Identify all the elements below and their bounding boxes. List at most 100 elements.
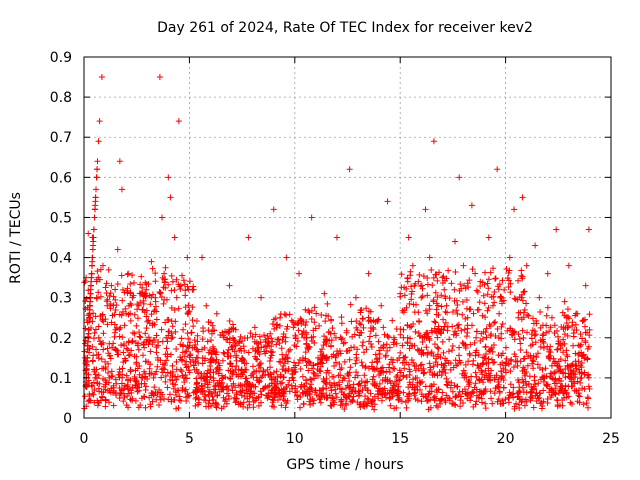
data-point (153, 316, 160, 323)
data-point (436, 369, 443, 376)
data-point (577, 379, 584, 386)
data-point (515, 309, 522, 316)
data-point (536, 294, 543, 301)
data-point (364, 378, 371, 385)
data-point (352, 294, 359, 301)
data-point (145, 359, 152, 366)
data-point (209, 343, 216, 350)
chart-title: Day 261 of 2024, Rate Of TEC Index for r… (157, 20, 533, 36)
data-point (184, 393, 191, 400)
data-point (338, 396, 345, 403)
data-point (203, 302, 210, 309)
data-point (523, 369, 530, 376)
data-point (565, 262, 572, 269)
data-point (510, 384, 517, 391)
data-point (308, 316, 315, 323)
data-point (127, 281, 134, 288)
data-point (105, 369, 112, 376)
data-point (102, 403, 109, 410)
data-point (116, 384, 123, 391)
data-point (204, 338, 211, 345)
data-point (278, 345, 285, 352)
data-point (345, 384, 352, 391)
data-point (152, 278, 159, 285)
data-point (271, 390, 278, 397)
data-point (172, 328, 179, 335)
data-point (346, 393, 353, 400)
data-point (232, 399, 239, 406)
data-point (439, 368, 446, 375)
data-point (179, 387, 186, 394)
data-point (520, 309, 527, 316)
data-point (579, 317, 586, 324)
data-point (408, 290, 415, 297)
data-point (163, 357, 170, 364)
data-point (544, 304, 551, 311)
data-point (520, 379, 527, 386)
data-point (283, 384, 290, 391)
data-point (342, 400, 349, 407)
data-point (166, 391, 173, 398)
data-point (521, 306, 528, 313)
data-point (347, 301, 354, 308)
data-point (232, 326, 239, 333)
data-point (134, 384, 141, 391)
data-point (157, 289, 164, 296)
data-point (97, 266, 104, 273)
data-point (449, 323, 456, 330)
data-point (412, 367, 419, 374)
data-point (455, 325, 462, 332)
data-point (583, 400, 590, 407)
data-point (386, 361, 393, 368)
data-point (338, 335, 345, 342)
data-point (164, 316, 171, 323)
data-point (110, 293, 117, 300)
data-point (191, 337, 198, 344)
data-point (314, 354, 321, 361)
data-point (469, 322, 476, 329)
data-point (288, 317, 295, 324)
data-point (121, 382, 128, 389)
data-point (152, 270, 159, 277)
data-point (273, 341, 280, 348)
data-point (491, 374, 498, 381)
data-point (359, 362, 366, 369)
data-point (102, 396, 109, 403)
data-point (483, 351, 490, 358)
data-point (310, 397, 317, 404)
data-point (455, 392, 462, 399)
data-point (200, 328, 207, 335)
data-point (507, 391, 514, 398)
data-point (434, 277, 441, 284)
data-point (485, 365, 492, 372)
data-point (239, 382, 246, 389)
data-point (507, 368, 514, 375)
data-point (581, 323, 588, 330)
data-point (238, 392, 245, 399)
data-point (313, 310, 320, 317)
data-point (529, 327, 536, 334)
data-point (340, 374, 347, 381)
data-point (187, 351, 194, 358)
data-point (468, 202, 475, 209)
data-point (408, 342, 415, 349)
data-point (478, 388, 485, 395)
data-point (179, 357, 186, 364)
data-point (104, 302, 111, 309)
data-point (152, 298, 159, 305)
data-point (408, 357, 415, 364)
data-point (333, 234, 340, 241)
data-point (354, 372, 361, 379)
data-point (357, 321, 364, 328)
data-point (434, 302, 441, 309)
data-point (302, 322, 309, 329)
data-point (302, 349, 309, 356)
data-point (239, 355, 246, 362)
data-point (157, 389, 164, 396)
data-point (540, 398, 547, 405)
data-point (537, 343, 544, 350)
data-point (420, 393, 427, 400)
data-point (383, 368, 390, 375)
data-point (120, 398, 127, 405)
data-point (353, 369, 360, 376)
